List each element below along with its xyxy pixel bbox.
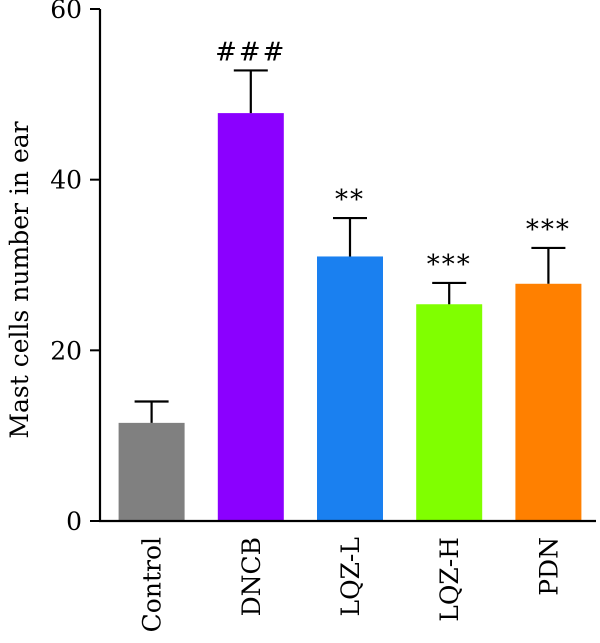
significance-dncb: ###	[215, 37, 286, 67]
bar-lqz-l	[317, 256, 383, 521]
significance-lqz-l: **	[335, 185, 365, 215]
category-label-control: Control	[138, 537, 167, 632]
y-tick-label-3: 60	[50, 0, 82, 24]
bar-pdn	[515, 283, 582, 521]
error-bar-lqz-l	[333, 216, 367, 257]
error-bar-control	[134, 400, 169, 423]
y-tick-label-1: 20	[50, 336, 82, 365]
y-tick-label-0: 0	[66, 507, 82, 536]
bar-lqz-h	[416, 304, 483, 521]
y-axis-ticks: 0 20 40 60	[50, 0, 100, 536]
y-tick-label-2: 40	[50, 166, 82, 195]
category-label-pdn: PDN	[534, 537, 563, 596]
bars	[118, 113, 582, 522]
significance-pdn: ***	[526, 215, 571, 245]
bar-dncb	[217, 113, 284, 522]
category-label-dncb: DNCB	[237, 537, 266, 616]
error-bar-dncb	[233, 69, 268, 114]
y-axis-label: Mast cells number in ear	[5, 121, 34, 438]
error-bar-lqz-h	[432, 281, 467, 305]
error-bar-pdn	[531, 246, 566, 284]
category-label-lqz-h: LQZ-H	[435, 537, 464, 622]
category-label-lqz-l: LQZ-L	[336, 537, 365, 617]
significance-lqz-h: ***	[427, 250, 472, 280]
significance-markers: ###********	[215, 37, 571, 280]
error-bars	[134, 69, 566, 423]
category-labels: Control DNCB LQZ-L LQZ-H PDN	[138, 537, 564, 632]
bar-control	[118, 422, 185, 521]
